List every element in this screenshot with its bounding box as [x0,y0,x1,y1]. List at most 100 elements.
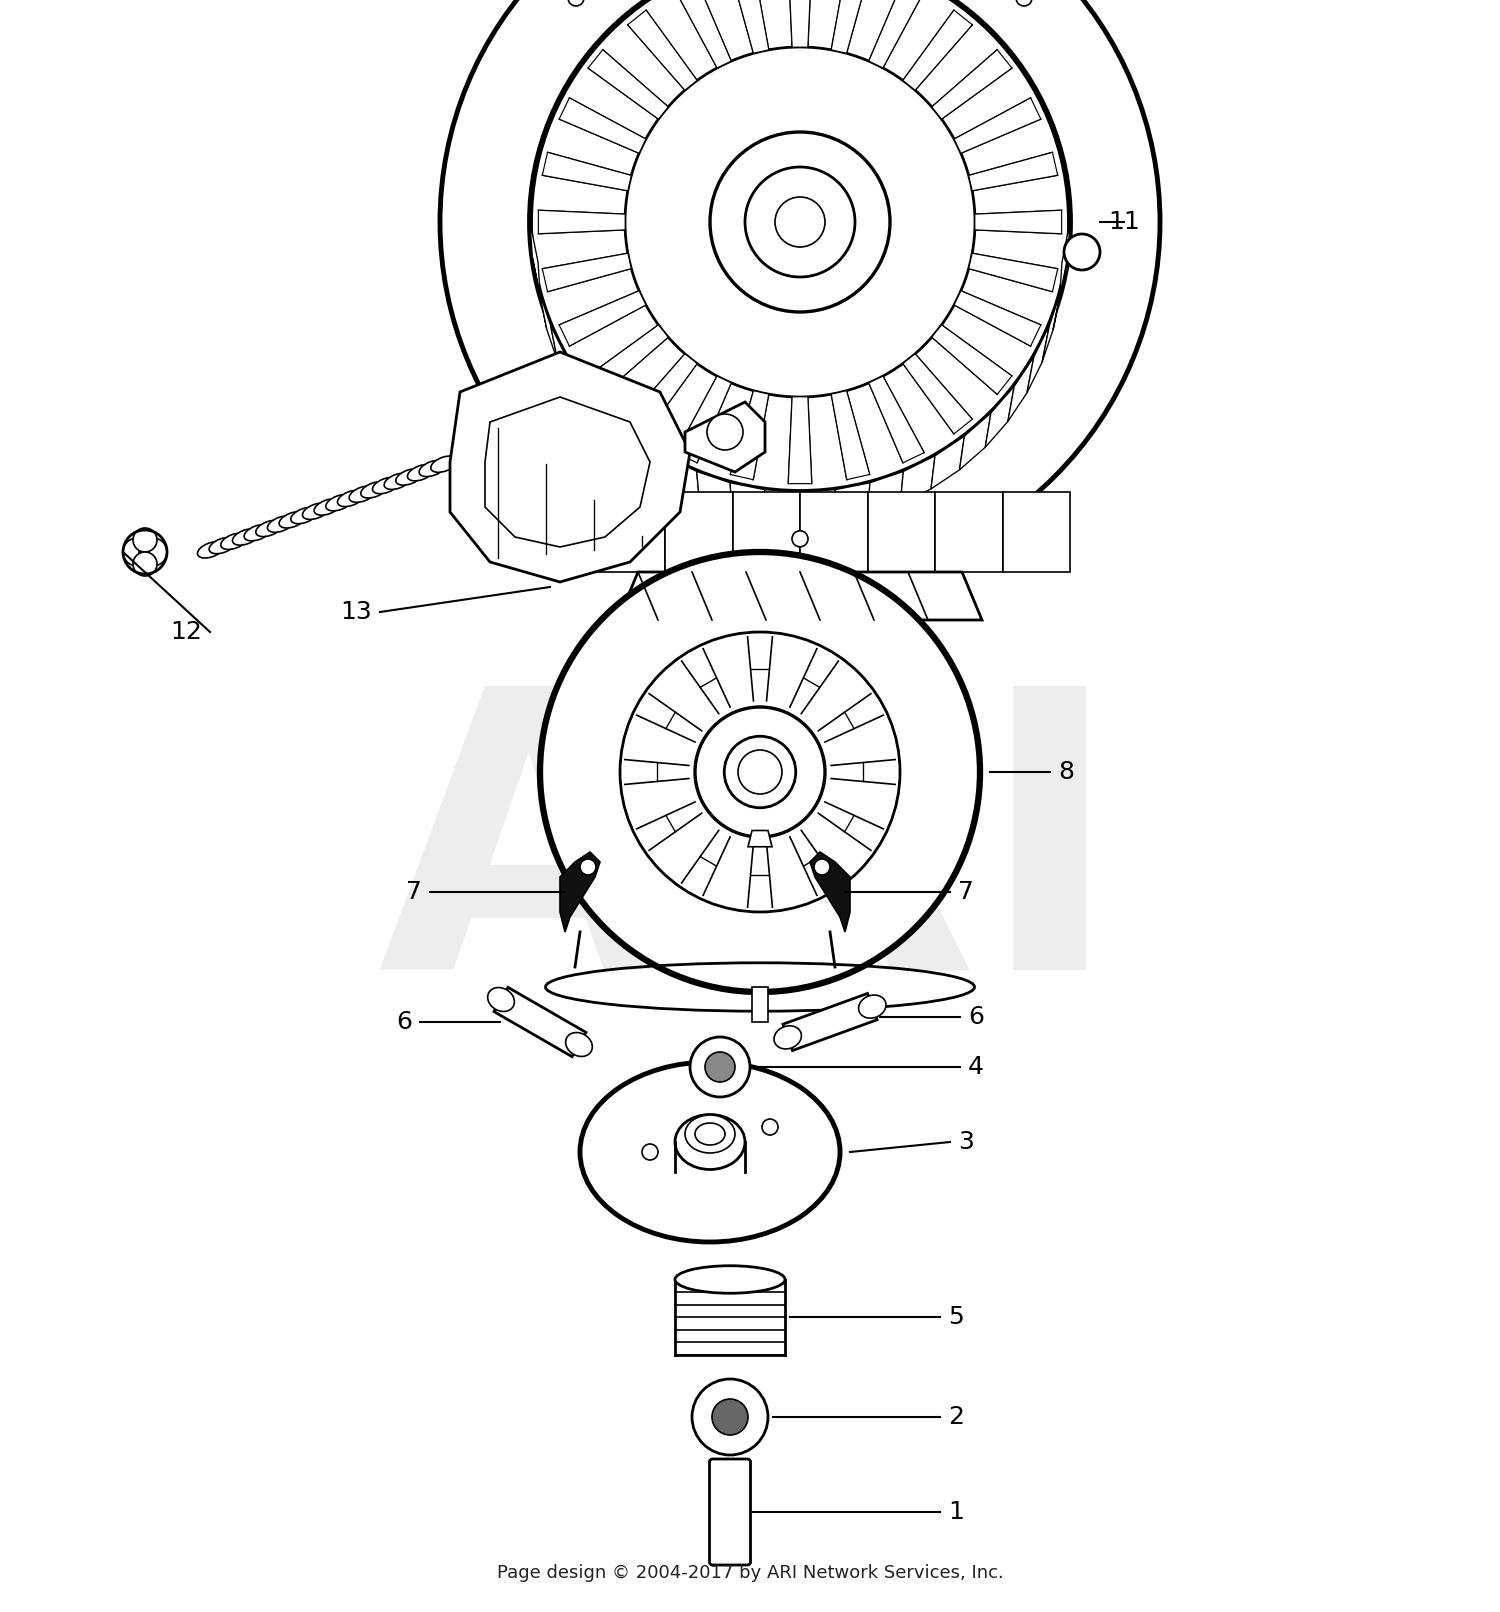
Polygon shape [696,471,732,516]
Text: 5: 5 [948,1306,963,1328]
Circle shape [530,0,1070,492]
Circle shape [626,47,975,397]
Circle shape [712,1399,748,1435]
Polygon shape [532,258,548,330]
Ellipse shape [279,511,306,529]
Ellipse shape [396,469,423,485]
Polygon shape [543,253,632,292]
Polygon shape [1060,222,1070,297]
Polygon shape [903,10,972,90]
Ellipse shape [774,1025,801,1049]
Polygon shape [960,413,992,469]
Polygon shape [868,0,924,68]
Ellipse shape [408,464,434,480]
Ellipse shape [430,456,457,472]
Ellipse shape [419,461,446,477]
Text: 7: 7 [958,880,974,904]
Polygon shape [1008,356,1034,421]
Circle shape [705,1053,735,1082]
Ellipse shape [372,477,399,493]
Polygon shape [732,492,800,572]
Ellipse shape [220,534,248,550]
Polygon shape [664,456,699,505]
Polygon shape [560,853,600,932]
Ellipse shape [384,474,411,490]
Polygon shape [686,401,765,472]
Ellipse shape [209,537,236,555]
Polygon shape [831,390,870,480]
Polygon shape [543,152,632,190]
Ellipse shape [314,498,340,516]
Polygon shape [867,492,934,572]
Polygon shape [730,484,766,522]
Ellipse shape [488,988,514,1011]
Polygon shape [588,326,668,395]
Polygon shape [969,253,1058,292]
Text: ARI: ARI [378,674,1122,1051]
Circle shape [134,551,158,575]
Text: 12: 12 [170,621,202,645]
Polygon shape [676,376,730,463]
Polygon shape [831,0,870,53]
Text: 2: 2 [948,1406,964,1428]
Polygon shape [530,492,597,572]
Ellipse shape [303,503,328,519]
Text: 3: 3 [958,1130,974,1154]
Polygon shape [1028,326,1050,393]
Ellipse shape [256,521,282,537]
Polygon shape [560,290,646,347]
Polygon shape [834,484,870,522]
Polygon shape [618,572,982,621]
Circle shape [568,0,584,6]
Polygon shape [868,471,903,516]
Text: 8: 8 [1058,759,1074,783]
Circle shape [1064,234,1100,269]
Polygon shape [800,492,867,572]
Polygon shape [450,351,690,582]
Ellipse shape [580,1062,840,1241]
Text: 6: 6 [968,1004,984,1028]
Ellipse shape [198,542,223,558]
Polygon shape [730,390,770,480]
Polygon shape [636,437,669,488]
Polygon shape [550,326,573,393]
Polygon shape [530,222,540,297]
Text: Page design © 2004-2017 by ARI Network Services, Inc.: Page design © 2004-2017 by ARI Network S… [496,1564,1004,1581]
Polygon shape [538,292,558,363]
Polygon shape [560,98,646,153]
Circle shape [694,708,825,837]
Circle shape [140,538,166,566]
Polygon shape [588,50,668,119]
Circle shape [738,750,782,795]
Ellipse shape [858,995,886,1019]
Polygon shape [975,210,1062,234]
Ellipse shape [675,1265,784,1293]
Polygon shape [800,490,836,524]
Polygon shape [868,376,924,463]
Ellipse shape [338,490,364,506]
Circle shape [815,859,830,875]
Circle shape [134,529,158,551]
Ellipse shape [232,529,260,545]
Polygon shape [900,456,934,505]
Circle shape [692,1378,768,1456]
Circle shape [776,197,825,247]
Polygon shape [586,387,615,447]
Polygon shape [932,50,1013,119]
Polygon shape [484,397,650,546]
Circle shape [690,1037,750,1098]
Polygon shape [752,987,768,1022]
Polygon shape [932,326,1013,395]
Ellipse shape [566,1033,592,1056]
Ellipse shape [291,508,318,524]
Polygon shape [788,0,812,47]
Polygon shape [494,988,586,1056]
FancyBboxPatch shape [710,1459,750,1565]
Polygon shape [538,210,626,234]
Polygon shape [969,152,1058,190]
Polygon shape [954,290,1041,347]
Circle shape [123,538,152,566]
Polygon shape [664,492,732,572]
Polygon shape [954,98,1041,153]
Circle shape [1016,0,1032,6]
